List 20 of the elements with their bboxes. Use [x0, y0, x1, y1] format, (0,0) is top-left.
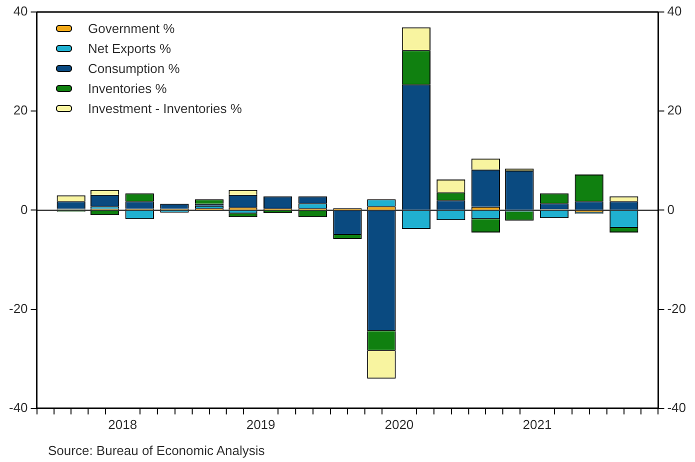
y2-tick-label: -20: [667, 300, 686, 316]
x-tick-label: 2018: [108, 416, 138, 432]
legend-label: Government %: [88, 20, 175, 36]
y2-tick-label: 40: [667, 4, 682, 19]
x-tick-label: 2020: [384, 416, 414, 432]
y-tick-label: 0: [20, 202, 28, 217]
y-tick-label: 20: [13, 102, 28, 118]
source-note: Source: Bureau of Economic Analysis: [48, 443, 265, 458]
x-tick-label: 2019: [246, 416, 276, 432]
legend-label: Consumption %: [88, 60, 180, 76]
y-tick-label: -40: [8, 400, 28, 415]
y2-tick-label: 20: [667, 102, 682, 118]
x-tick-label: 2021: [522, 416, 552, 432]
y2-tick-label: 0: [667, 202, 674, 217]
y-tick-label: -20: [8, 300, 28, 316]
y2-tick-label: -40: [667, 400, 686, 415]
legend-label: Net Exports %: [88, 40, 172, 56]
legend-label: Inventories %: [88, 80, 167, 96]
y-tick-label: 40: [13, 4, 28, 19]
legend-label: Investment - Inventories %: [88, 100, 242, 116]
